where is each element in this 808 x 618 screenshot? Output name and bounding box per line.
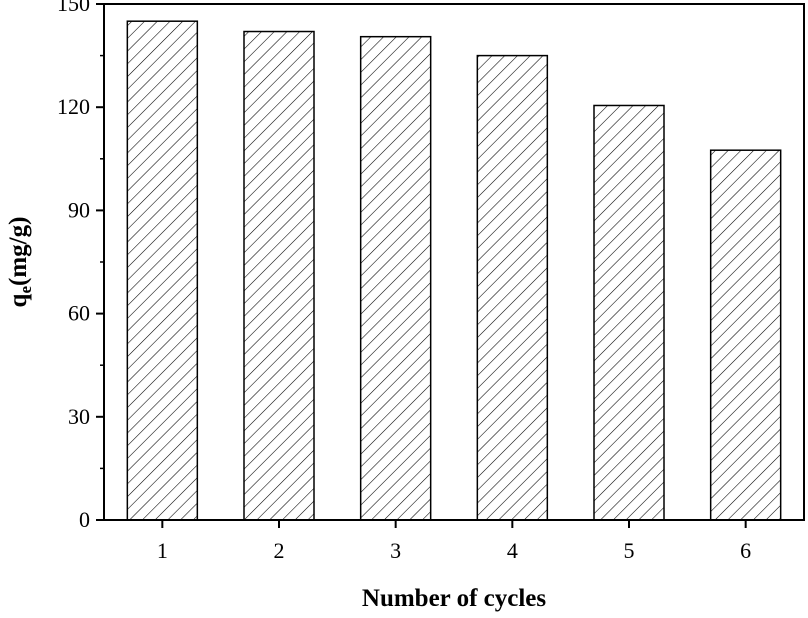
bar-cycle-4 — [476, 54, 549, 521]
y-tick-label: 0 — [79, 507, 90, 532]
bar-cycle-3 — [359, 35, 432, 521]
bars-layer — [126, 20, 782, 521]
y-tick-label: 150 — [57, 0, 90, 16]
bar-cycle-2 — [243, 30, 315, 521]
y-axis-symbol: q — [5, 293, 32, 307]
x-tick-label: 3 — [390, 538, 401, 563]
bar-cycle-1 — [126, 20, 199, 521]
y-tick-label: 90 — [68, 197, 90, 222]
y-tick-label: 60 — [68, 301, 90, 326]
plot-frame — [103, 3, 805, 521]
bar-cycle-6 — [709, 149, 782, 521]
x-tick-label: 5 — [624, 538, 635, 563]
y-tick-label: 30 — [68, 404, 90, 429]
x-tick-label: 6 — [740, 538, 751, 563]
y-axis-subscript: e — [16, 286, 35, 294]
y-tick-label: 120 — [57, 94, 90, 119]
bar-cycle-5 — [593, 104, 665, 521]
y-axis-title: qe(mg/g) — [5, 217, 35, 308]
y-axis-unit: (mg/g) — [5, 217, 32, 286]
x-tick-label: 2 — [274, 538, 285, 563]
x-tick-label: 1 — [157, 538, 168, 563]
x-axis-title: Number of cycles — [362, 585, 546, 612]
x-tick-label: 4 — [507, 538, 518, 563]
